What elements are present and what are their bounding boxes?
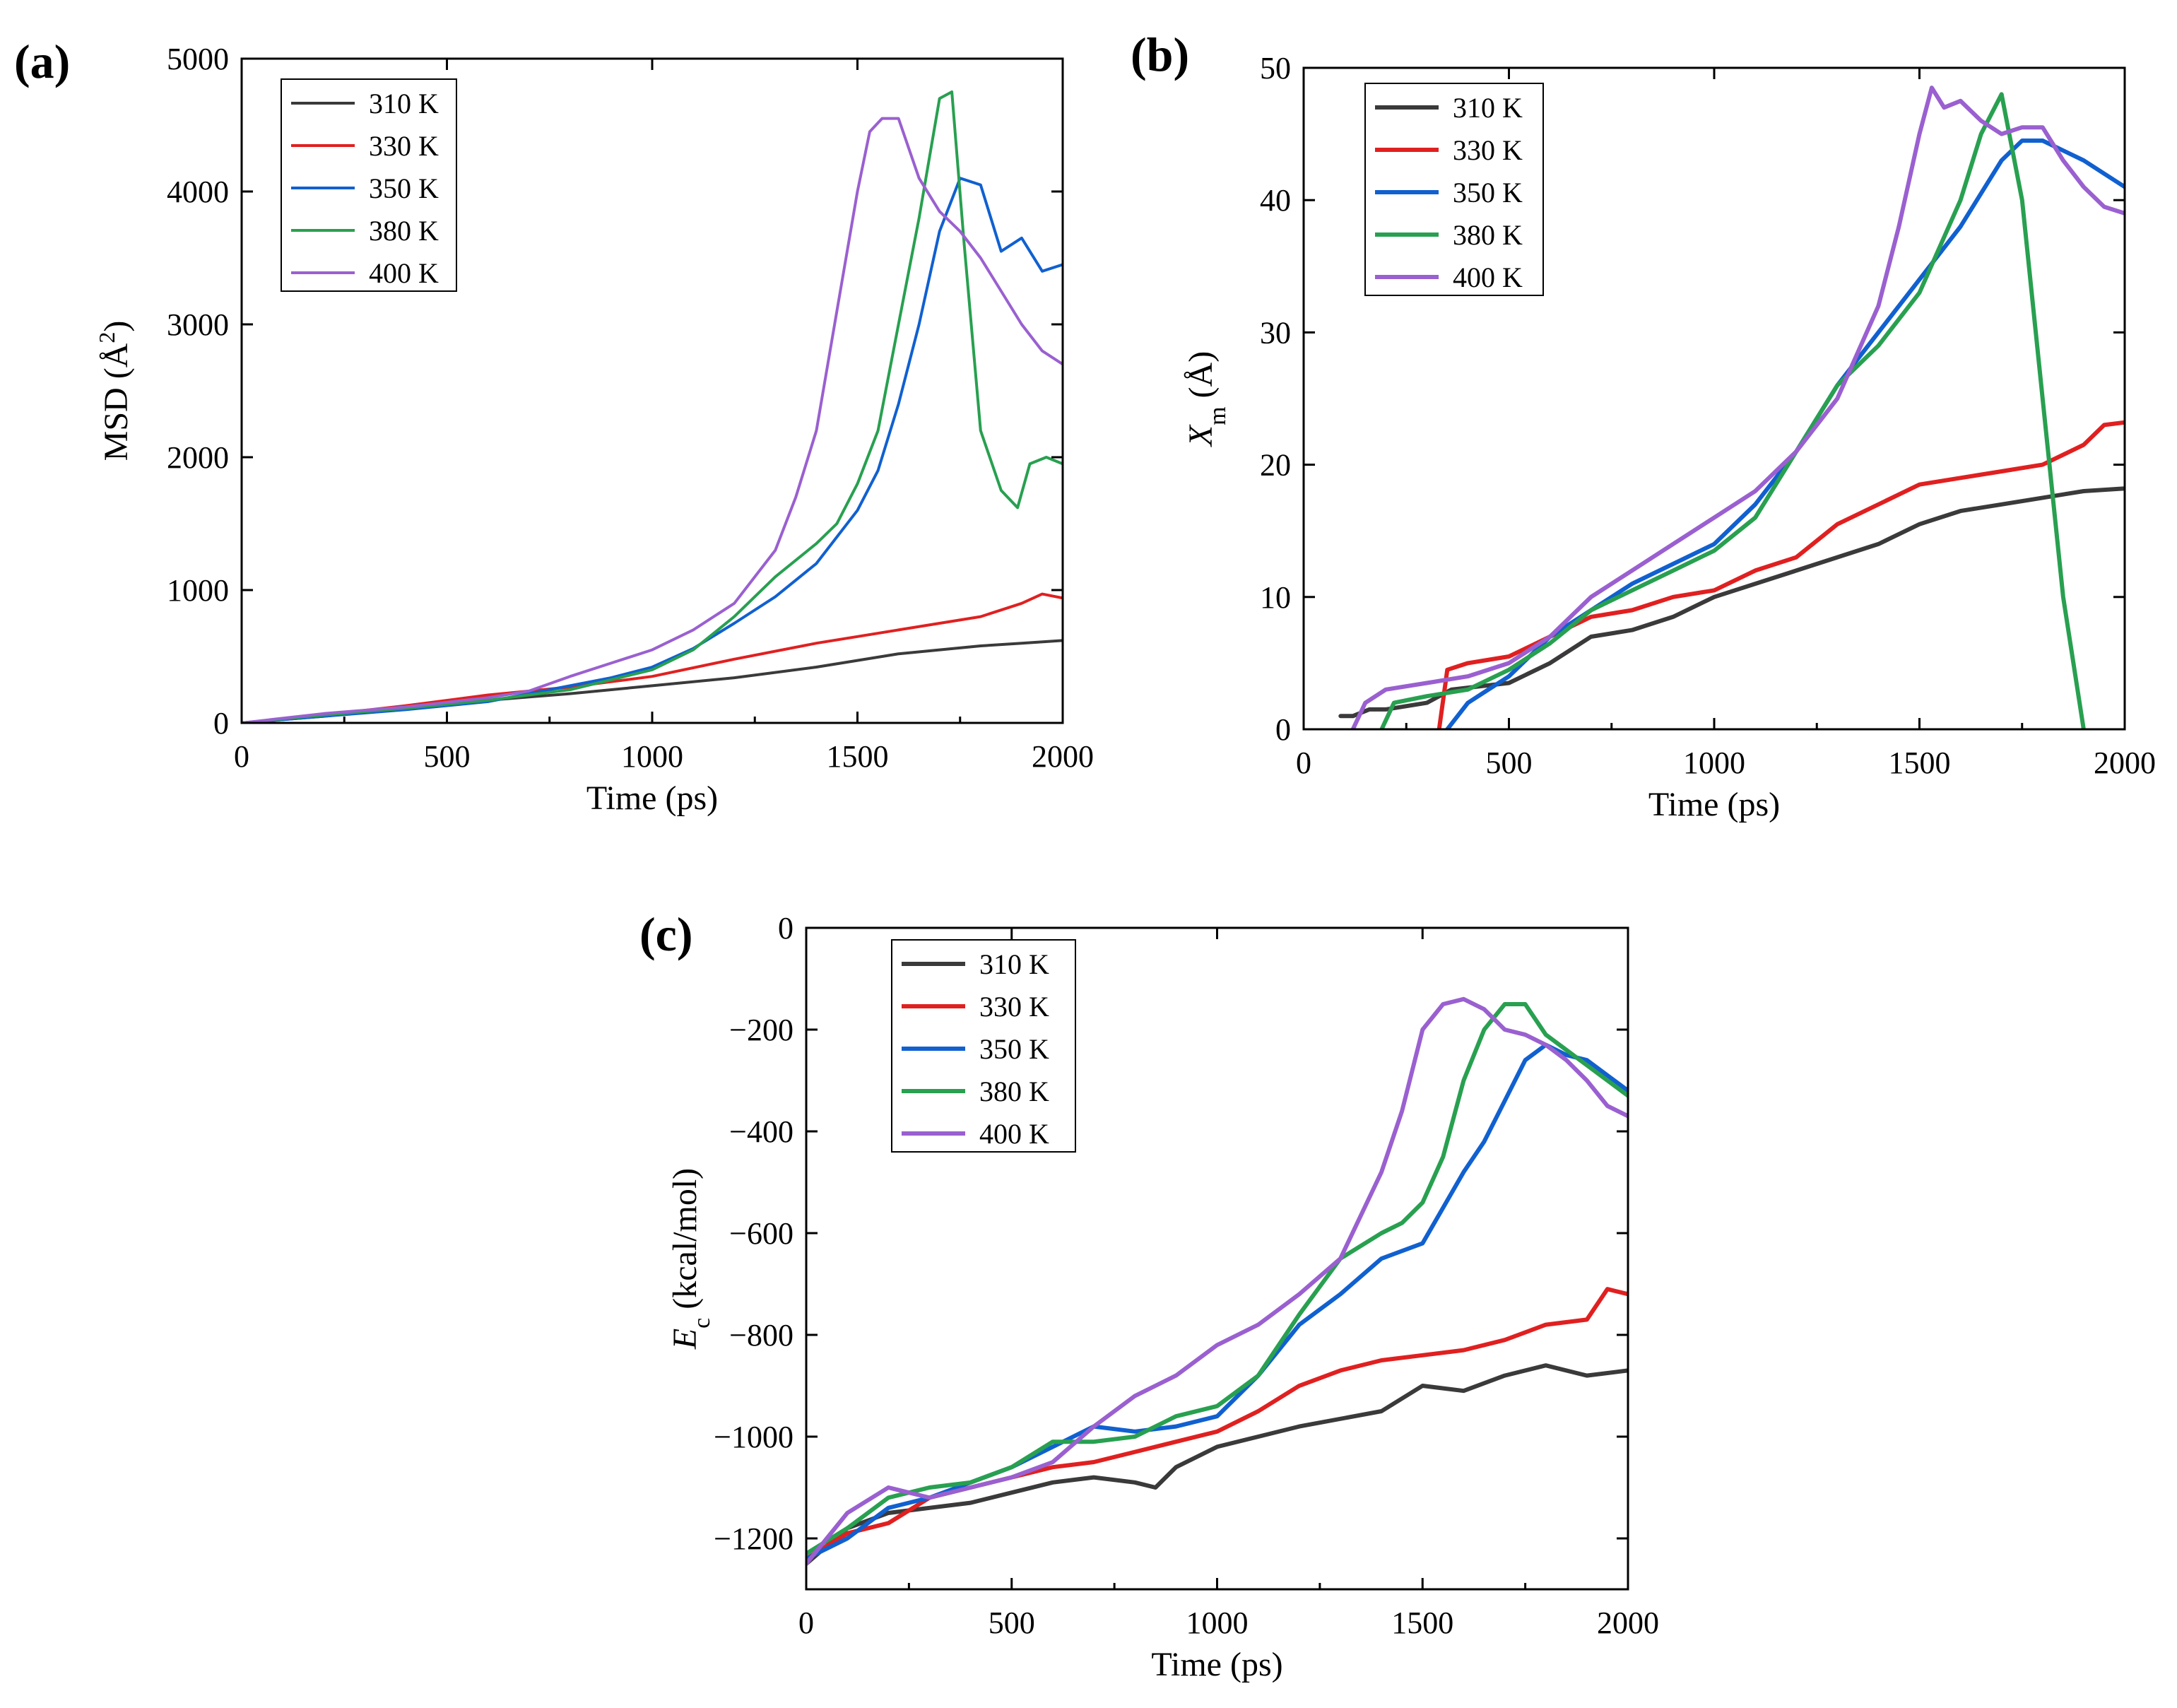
- legend-box: [1364, 83, 1544, 296]
- y-tick-label: −200: [729, 1013, 793, 1047]
- y-tick-label: 2000: [167, 440, 229, 475]
- x-tick-label: 2000: [2094, 746, 2156, 780]
- legend-label: 310 K: [979, 948, 1049, 980]
- y-tick-label: 5000: [167, 42, 229, 76]
- series-line-310k: [806, 1363, 1628, 1566]
- y-tick-label: 30: [1260, 315, 1291, 350]
- y-tick-label: 0: [778, 911, 793, 946]
- y-tick-label: 0: [1275, 712, 1291, 747]
- legend-box: [891, 939, 1076, 1153]
- series-line-400k: [242, 117, 1063, 723]
- legend-label: 400 K: [979, 1118, 1049, 1150]
- x-tick-label: 500: [1486, 746, 1533, 780]
- y-axis-title: MSD (Å2): [94, 321, 135, 461]
- x-tick-label: 500: [424, 739, 471, 774]
- x-tick-label: 2000: [1032, 739, 1094, 774]
- x-tick-label: 2000: [1597, 1606, 1659, 1640]
- x-axis-title: Time (ps): [1151, 1646, 1282, 1683]
- series-line-350k: [1445, 139, 2125, 729]
- legend: 310 K 330 K 350 K 380 K 400 K: [891, 939, 1076, 1153]
- x-tick-label: 1000: [621, 739, 683, 774]
- legend-label: 330 K: [369, 130, 439, 162]
- legend-label: 350 K: [369, 172, 439, 204]
- chart-panel-1: 0 500 1000 1500 2000 0 1000 2000 3000 4000 5000 Tim…: [14, 35, 1094, 817]
- y-tick-label: 10: [1260, 580, 1291, 615]
- series-line-400k: [1350, 86, 2125, 729]
- legend-label: 330 K: [1453, 134, 1523, 166]
- legend-label: 400 K: [369, 257, 439, 289]
- legend-label: 380 K: [369, 215, 439, 247]
- legend-label: 380 K: [1453, 219, 1523, 251]
- series-line-310k: [1338, 486, 2125, 719]
- chart-panel-3: 0 500 1000 1500 2000 0 −200 −400 −600 −800 −1000 −1…: [639, 907, 1659, 1683]
- y-axis-title: Xm (Å): [1182, 351, 1231, 447]
- x-axis-title: Time (ps): [586, 779, 718, 817]
- x-axis-title: Time (ps): [1648, 786, 1780, 823]
- legend: 310 K 330 K 350 K 380 K 400 K: [281, 78, 457, 292]
- legend-label: 380 K: [979, 1076, 1049, 1107]
- y-axis-title: Ec (kcal/mol): [666, 1168, 715, 1350]
- x-tick-label: 0: [234, 739, 249, 774]
- chart-panel-2: 0 500 1000 1500 2000 0 10 20 30 40 50 Time (ps) Xm (…: [1131, 28, 2156, 823]
- y-tick-label: 3000: [167, 307, 229, 342]
- y-tick-label: 50: [1260, 51, 1291, 86]
- legend-label: 310 K: [1453, 92, 1523, 124]
- series-line-330k: [806, 1287, 1628, 1561]
- series-line-380k: [1379, 92, 2086, 729]
- x-tick-label: 1500: [1889, 746, 1951, 780]
- y-tick-label: −1000: [714, 1420, 793, 1454]
- panel-label: (b): [1131, 28, 1189, 81]
- legend-label: 310 K: [369, 88, 439, 119]
- y-tick-label: 1000: [167, 573, 229, 608]
- legend: 310 K 330 K 350 K 380 K 400 K: [1364, 83, 1544, 296]
- legend-label: 400 K: [1453, 261, 1523, 293]
- y-tick-label: 4000: [167, 175, 229, 209]
- x-tick-label: 1000: [1683, 746, 1745, 780]
- x-tick-label: 0: [1296, 746, 1311, 780]
- panel-label: (c): [639, 907, 692, 961]
- y-tick-label: 40: [1260, 183, 1291, 218]
- series-line-400k: [806, 996, 1628, 1566]
- x-tick-label: 1000: [1186, 1606, 1249, 1640]
- legend-label: 350 K: [1453, 177, 1523, 208]
- series-line-380k: [242, 90, 1063, 723]
- y-tick-label: −1200: [714, 1521, 793, 1556]
- panel-label: (a): [14, 35, 70, 88]
- x-tick-label: 1500: [827, 739, 889, 774]
- y-tick-label: 0: [213, 706, 229, 741]
- y-tick-label: −600: [729, 1216, 793, 1251]
- x-tick-label: 500: [989, 1606, 1035, 1640]
- y-tick-label: 20: [1260, 448, 1291, 483]
- x-tick-label: 0: [798, 1606, 814, 1640]
- y-tick-label: −400: [729, 1114, 793, 1149]
- series-line-330k: [1436, 420, 2125, 729]
- y-tick-label: −800: [729, 1318, 793, 1353]
- series-line-330k: [242, 592, 1063, 723]
- legend-box: [281, 78, 457, 292]
- legend-label: 330 K: [979, 991, 1049, 1023]
- x-tick-label: 1500: [1391, 1606, 1453, 1640]
- legend-label: 350 K: [979, 1033, 1049, 1065]
